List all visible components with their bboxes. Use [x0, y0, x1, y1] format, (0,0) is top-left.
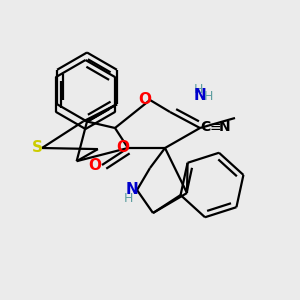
Text: N: N [194, 88, 206, 103]
Text: S: S [32, 140, 43, 155]
Text: O: O [88, 158, 101, 172]
Text: H: H [204, 90, 213, 103]
Text: N: N [219, 120, 230, 134]
Text: N: N [125, 182, 138, 197]
Text: ≡: ≡ [209, 120, 221, 134]
Text: H: H [194, 83, 203, 96]
Text: O: O [116, 140, 129, 155]
Text: C: C [200, 120, 211, 134]
Text: O: O [138, 92, 151, 107]
Text: H: H [124, 193, 133, 206]
